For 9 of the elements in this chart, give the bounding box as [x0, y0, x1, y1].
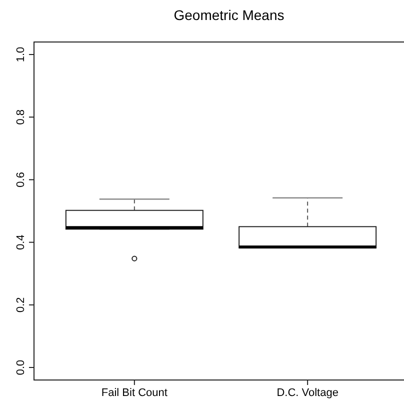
- chart-title: Geometric Means: [174, 7, 284, 23]
- y-tick-label: 0.4: [15, 234, 27, 250]
- y-tick-label: 0.8: [15, 109, 27, 125]
- y-tick-label: 0.6: [15, 172, 27, 188]
- y-tick-label: 0.0: [15, 360, 27, 376]
- y-tick-label: 1.0: [15, 46, 27, 62]
- x-tick-label: D.C. Voltage: [276, 387, 338, 399]
- x-tick-label: Fail Bit Count: [101, 387, 168, 399]
- y-tick-label: 0.2: [15, 297, 27, 313]
